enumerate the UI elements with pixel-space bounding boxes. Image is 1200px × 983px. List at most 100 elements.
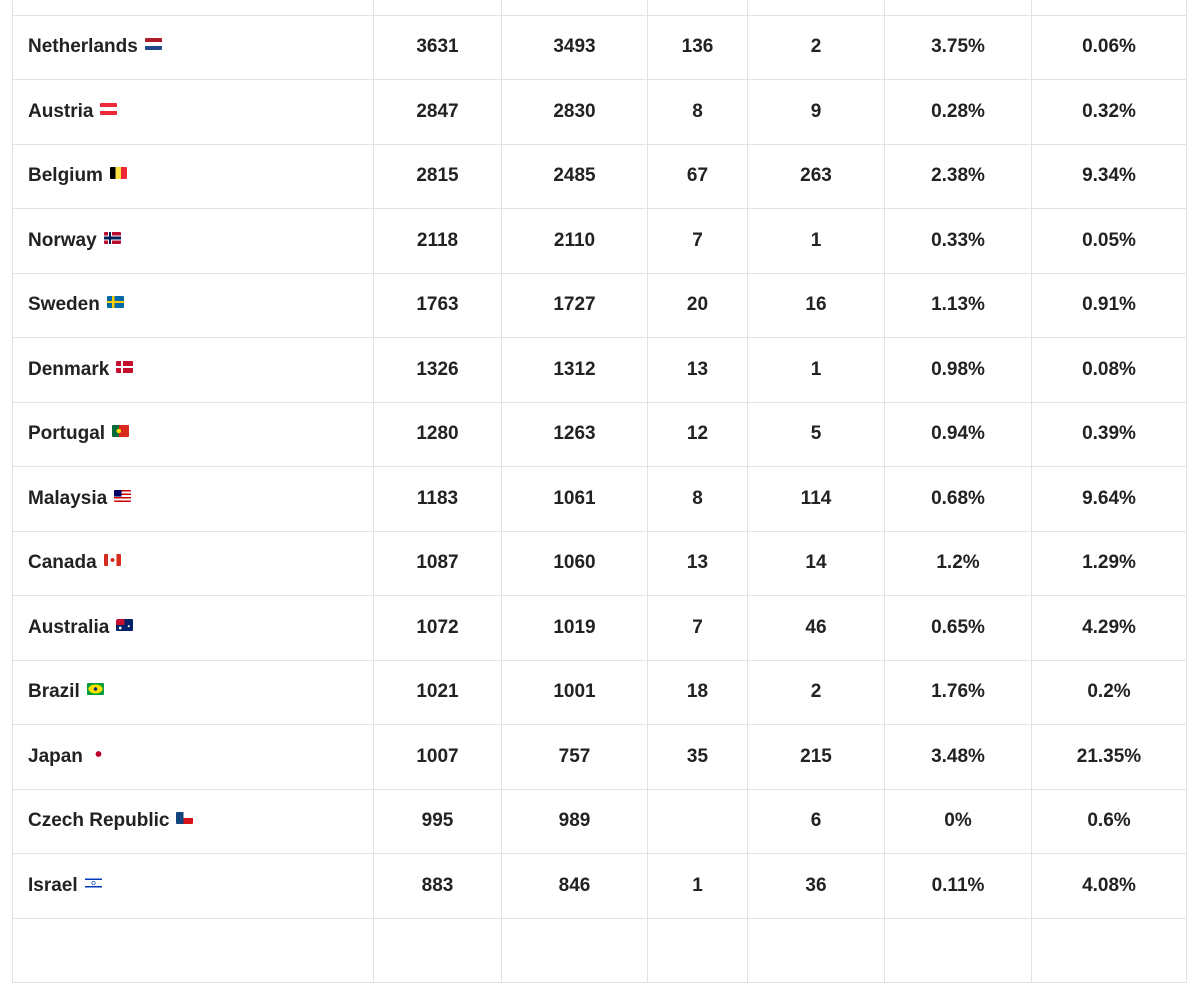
table-row: Netherlands 3631 3493 136 2 3.75% 0.06% <box>12 14 1187 80</box>
death-rate-cell: 2.38% <box>884 143 1032 209</box>
deaths-cell: 13 <box>647 337 748 403</box>
recovered-cell: 36 <box>747 853 885 919</box>
recovery-rate-cell: 1.29% <box>1031 530 1187 596</box>
country-name: Portugal <box>28 423 106 445</box>
table-cell-empty <box>884 0 1032 16</box>
recovered-cell: 2 <box>747 14 885 80</box>
active-cell: 2110 <box>501 208 648 274</box>
country-cell: Japan <box>12 724 374 790</box>
death-rate-cell: 0.68% <box>884 466 1032 532</box>
deaths-cell: 20 <box>647 272 748 338</box>
il-flag-icon <box>84 876 102 889</box>
death-rate-cell: 3.75% <box>884 14 1032 80</box>
deaths-cell: 7 <box>647 208 748 274</box>
recovery-rate-cell: 9.64% <box>1031 466 1187 532</box>
table-cell-empty <box>501 0 648 16</box>
cases-cell: 1087 <box>373 530 502 596</box>
country-name: Czech Republic <box>28 810 170 832</box>
table-row: Japan 1007 757 35 215 3.48% 21.35% <box>12 724 1187 790</box>
country-name: Brazil <box>28 681 80 703</box>
table-row: Norway 2118 2110 7 1 0.33% 0.05% <box>12 208 1187 274</box>
au-flag-icon <box>116 618 134 631</box>
death-rate-cell: 0.94% <box>884 401 1032 467</box>
deaths-cell: 8 <box>647 79 748 145</box>
table-cell-empty <box>501 917 648 983</box>
recovery-rate-cell: 0.6% <box>1031 788 1187 854</box>
deaths-cell: 35 <box>647 724 748 790</box>
country-name: Australia <box>28 616 110 638</box>
recovered-cell: 2 <box>747 659 885 725</box>
death-rate-cell: 0.98% <box>884 337 1032 403</box>
deaths-cell: 136 <box>647 14 748 80</box>
table-row: Brazil 1021 1001 18 2 1.76% 0.2% <box>12 659 1187 725</box>
recovery-rate-cell: 0.05% <box>1031 208 1187 274</box>
recovered-cell: 114 <box>747 466 885 532</box>
deaths-cell: 67 <box>647 143 748 209</box>
active-cell: 2830 <box>501 79 648 145</box>
table-cell-empty <box>647 917 748 983</box>
country-cell: Brazil <box>12 659 374 725</box>
country-cell: Australia <box>12 595 374 661</box>
country-name: Austria <box>28 100 94 122</box>
recovery-rate-cell: 0.2% <box>1031 659 1187 725</box>
table-row: Austria 2847 2830 8 9 0.28% 0.32% <box>12 79 1187 145</box>
recovery-rate-cell: 21.35% <box>1031 724 1187 790</box>
country-cell: Portugal <box>12 401 374 467</box>
deaths-cell: 18 <box>647 659 748 725</box>
country-cell: Norway <box>12 208 374 274</box>
country-cell: Netherlands <box>12 14 374 80</box>
se-flag-icon <box>106 296 124 309</box>
at-flag-icon <box>100 102 118 115</box>
country-name: Malaysia <box>28 487 108 509</box>
cases-cell: 1326 <box>373 337 502 403</box>
active-cell: 1727 <box>501 272 648 338</box>
country-name: Israel <box>28 874 78 896</box>
country-name: Japan <box>28 745 83 767</box>
table-cell-empty <box>373 0 502 16</box>
country-cell: Belgium <box>12 143 374 209</box>
table-cell-empty <box>747 917 885 983</box>
table-row-partial-bottom <box>12 917 1187 983</box>
my-flag-icon <box>114 489 132 502</box>
death-rate-cell: 0.11% <box>884 853 1032 919</box>
country-cell: Denmark <box>12 337 374 403</box>
ca-flag-icon <box>103 554 121 567</box>
recovered-cell: 5 <box>747 401 885 467</box>
recovered-cell: 215 <box>747 724 885 790</box>
active-cell: 1061 <box>501 466 648 532</box>
cases-cell: 1072 <box>373 595 502 661</box>
country-stats-table: Netherlands 3631 3493 136 2 3.75% 0.06% Austria… <box>12 0 1187 983</box>
cases-cell: 2847 <box>373 79 502 145</box>
no-flag-icon <box>103 231 121 244</box>
dk-flag-icon <box>116 360 134 373</box>
stats-table-container: Netherlands 3631 3493 136 2 3.75% 0.06% Austria… <box>12 0 1187 983</box>
cases-cell: 3631 <box>373 14 502 80</box>
cases-cell: 2118 <box>373 208 502 274</box>
table-cell-empty <box>884 917 1032 983</box>
table-body: Netherlands 3631 3493 136 2 3.75% 0.06% Austria… <box>12 0 1187 983</box>
table-cell-empty <box>12 917 374 983</box>
cases-cell: 1021 <box>373 659 502 725</box>
death-rate-cell: 1.76% <box>884 659 1032 725</box>
death-rate-cell: 0% <box>884 788 1032 854</box>
country-cell: Sweden <box>12 272 374 338</box>
table-cell-empty <box>373 917 502 983</box>
country-name: Belgium <box>28 165 103 187</box>
death-rate-cell: 1.13% <box>884 272 1032 338</box>
active-cell: 989 <box>501 788 648 854</box>
country-cell: Canada <box>12 530 374 596</box>
table-cell-empty <box>12 0 374 16</box>
death-rate-cell: 3.48% <box>884 724 1032 790</box>
recovery-rate-cell: 0.32% <box>1031 79 1187 145</box>
deaths-cell: 13 <box>647 530 748 596</box>
country-name: Netherlands <box>28 36 138 58</box>
country-cell: Czech Republic <box>12 788 374 854</box>
br-flag-icon <box>86 683 104 696</box>
cases-cell: 883 <box>373 853 502 919</box>
table-cell-empty <box>747 0 885 16</box>
active-cell: 846 <box>501 853 648 919</box>
table-cell-empty <box>647 0 748 16</box>
recovered-cell: 9 <box>747 79 885 145</box>
recovered-cell: 14 <box>747 530 885 596</box>
recovered-cell: 16 <box>747 272 885 338</box>
